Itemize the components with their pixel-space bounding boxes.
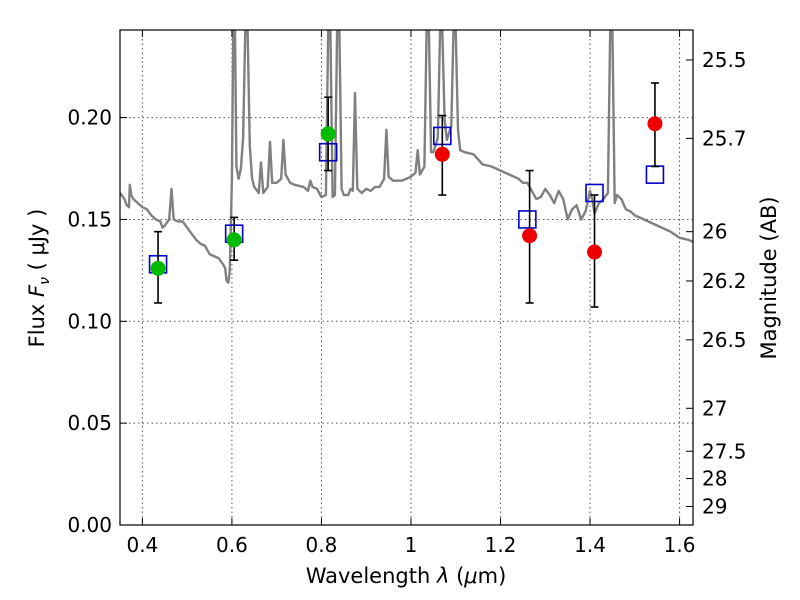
y2-tick-label: 25.7 xyxy=(702,126,747,150)
green-data-point xyxy=(320,126,336,142)
y2-tick-label: 26.5 xyxy=(702,328,747,352)
y2-tick-label: 26.2 xyxy=(702,269,747,293)
red-data-point xyxy=(522,228,538,244)
y-tick-label: 0.05 xyxy=(67,411,112,435)
axis-ticks: 0.4 0.6 0.8 1 1.2 1.4 1.6 0.00 0.05 0.10 0.15 0.20 2… xyxy=(67,30,747,557)
x-axis-label: Wavelength λ (μm) xyxy=(306,564,507,588)
y2-tick-label: 25.5 xyxy=(702,48,747,72)
x-tick-label: 0.4 xyxy=(126,533,158,557)
x-tick-label: 0.8 xyxy=(306,533,338,557)
y-tick-label: 0.00 xyxy=(67,513,112,537)
y2-tick-label: 26 xyxy=(702,220,727,244)
x-tick-label: 1.6 xyxy=(664,533,696,557)
spectrum-line xyxy=(120,30,693,284)
y2-tick-label: 27.5 xyxy=(702,439,747,463)
x-tick-label: 0.6 xyxy=(216,533,248,557)
x-tick-label: 1.4 xyxy=(574,533,606,557)
y2-tick-label: 28 xyxy=(702,467,727,491)
model-square-marker xyxy=(645,165,665,184)
y-tick-label: 0.15 xyxy=(67,207,112,231)
x-tick-label: 1 xyxy=(405,533,418,557)
y-tick-label: 0.20 xyxy=(67,106,112,130)
model-square-marker xyxy=(518,210,537,229)
plot-frame xyxy=(119,29,694,526)
y-tick-label: 0.10 xyxy=(67,309,112,333)
red-data-point xyxy=(587,244,603,260)
y-axis-label: Flux Fν ( μJy ) xyxy=(25,209,53,348)
x-tick-label: 1.2 xyxy=(485,533,517,557)
y2-tick-label: 29 xyxy=(702,494,727,518)
y2-tick-label: 27 xyxy=(702,396,727,420)
red-data-point xyxy=(647,116,663,132)
green-data-point xyxy=(150,260,166,276)
plot-area xyxy=(120,30,693,308)
red-data-point xyxy=(434,146,450,162)
y2-axis-label: Magnitude (AB) xyxy=(757,196,781,359)
green-data-point xyxy=(226,232,242,248)
grid xyxy=(120,30,693,526)
